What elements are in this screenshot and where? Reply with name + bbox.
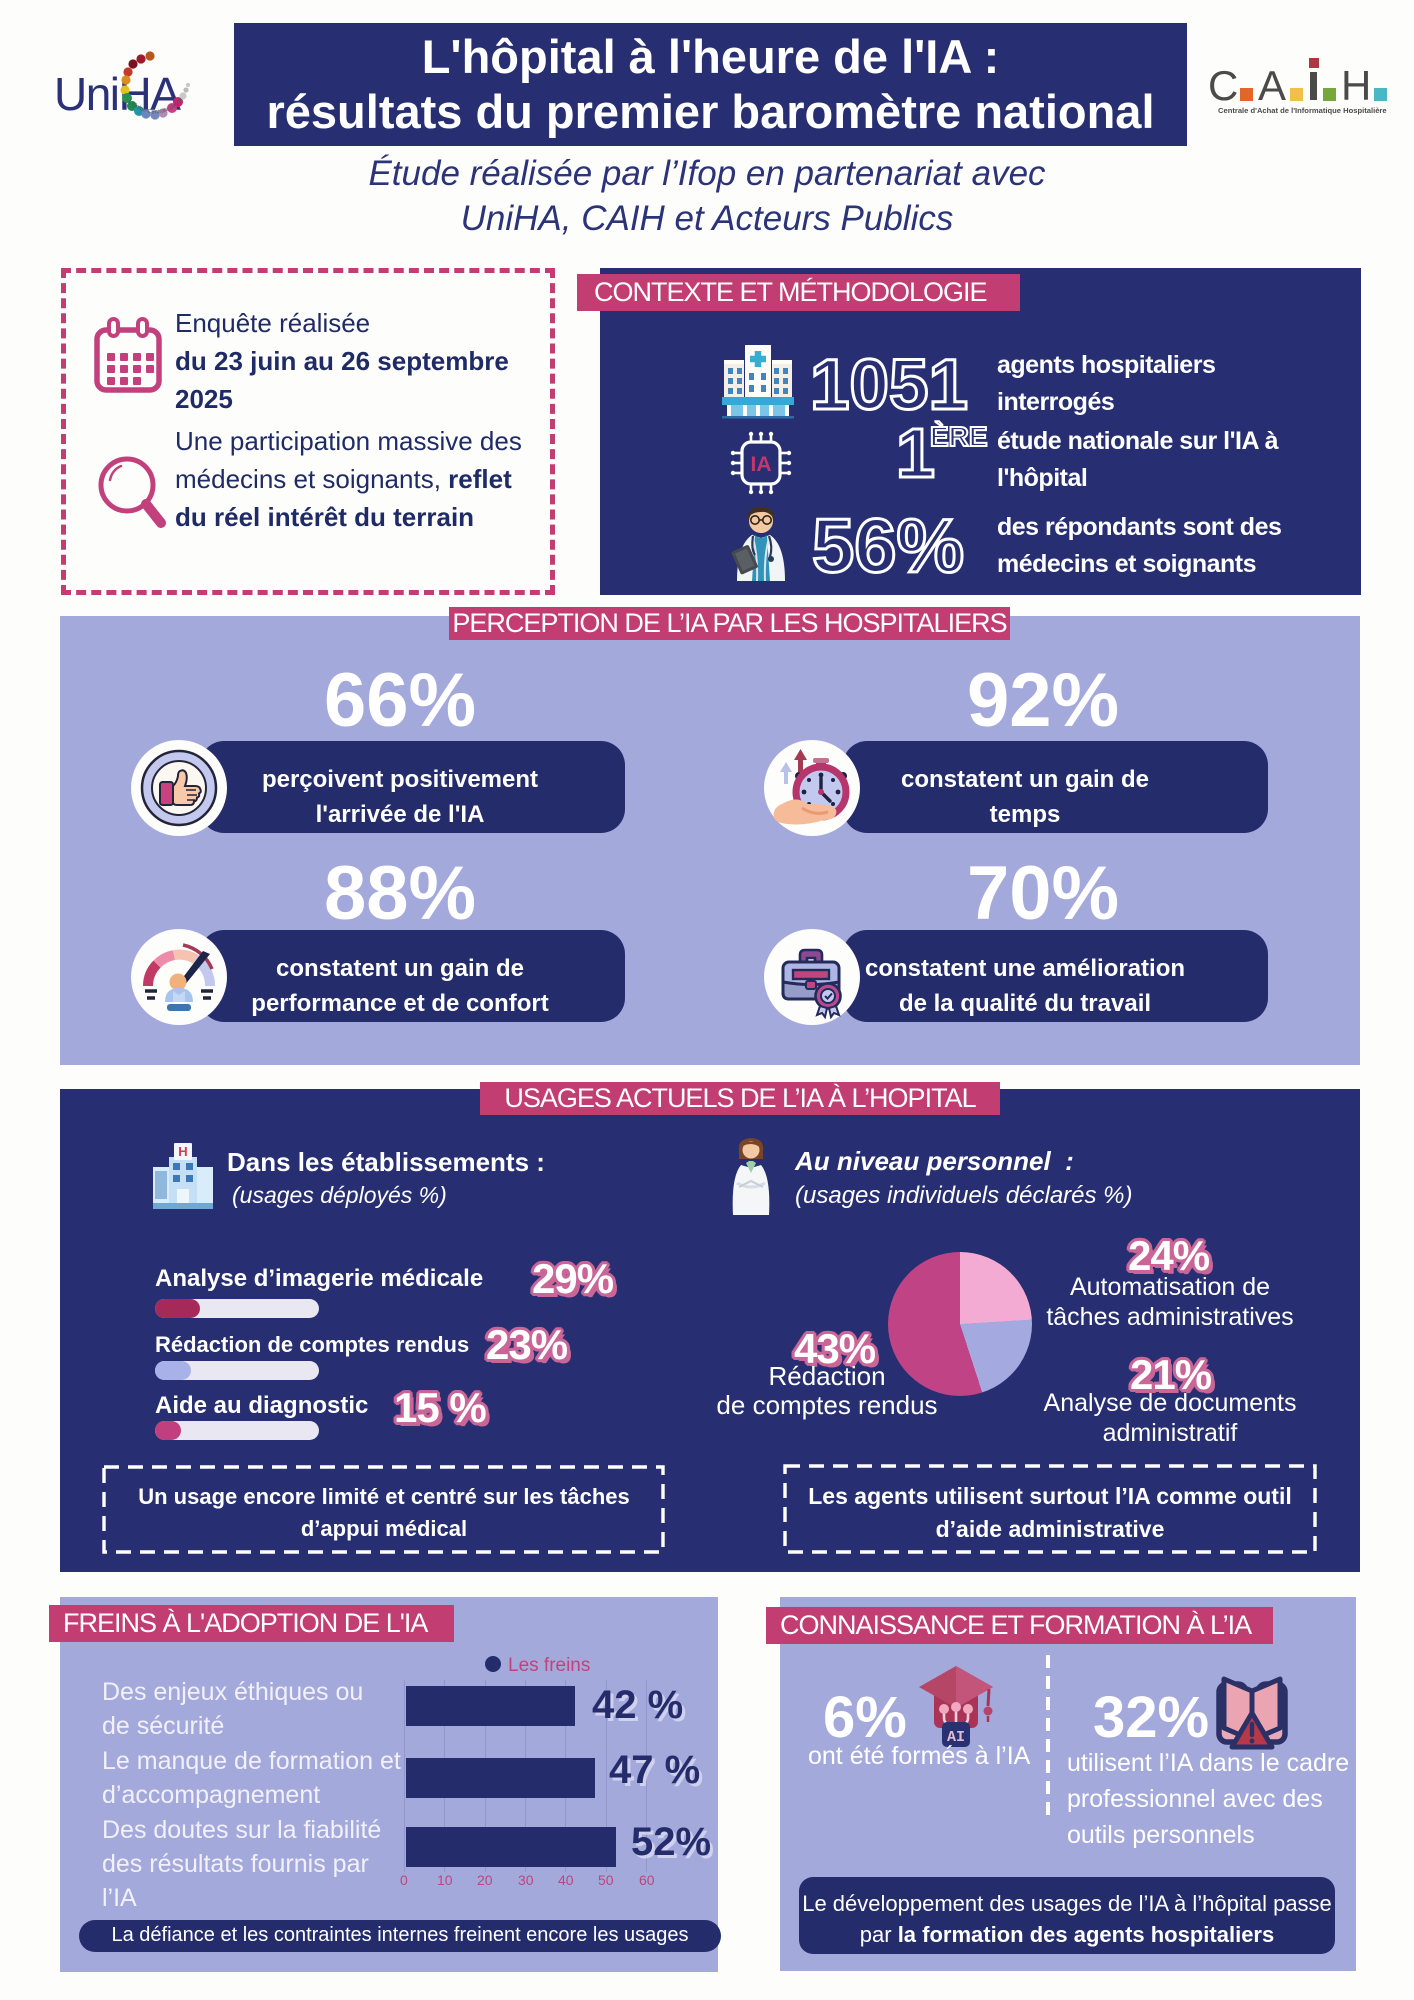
svg-text:A: A <box>1258 62 1286 109</box>
svg-text:C: C <box>1208 62 1238 109</box>
svg-text:AI: AI <box>947 1729 965 1746</box>
svg-text:H: H <box>1341 62 1371 109</box>
svg-text:Centrale d'Achat de l'Informat: Centrale d'Achat de l'Informatique Hospi… <box>1218 106 1387 115</box>
svg-text:H: H <box>178 1144 187 1159</box>
svg-text:IA: IA <box>751 453 772 476</box>
